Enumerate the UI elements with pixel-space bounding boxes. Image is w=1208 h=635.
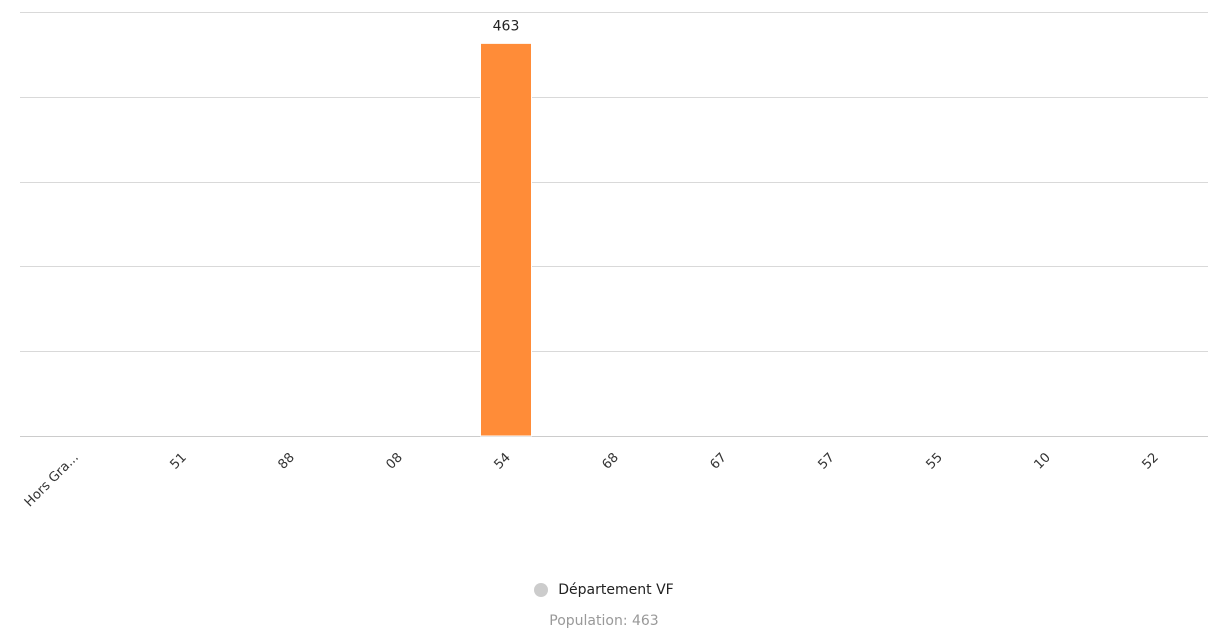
x-tick-label: 54 <box>492 450 514 472</box>
x-tick-label: 08 <box>384 450 406 472</box>
bar-54[interactable] <box>480 42 532 437</box>
bar-chart: 463 Hors Gra... 51 88 08 54 68 67 57 55 10 52 <box>20 12 1208 510</box>
x-tick-label: 52 <box>1140 450 1162 472</box>
gridlines <box>20 12 1208 437</box>
x-tick-label: 51 <box>168 450 190 472</box>
legend-dot-icon <box>534 583 549 597</box>
x-tick-label: 88 <box>276 450 298 472</box>
data-label: 463 <box>493 18 520 34</box>
x-tick-label: 68 <box>600 450 622 472</box>
legend-sub-label: Population: 463 <box>549 613 659 629</box>
x-axis-ticks: Hors Gra... 51 88 08 54 68 67 57 55 10 52 <box>22 450 1162 510</box>
legend-label: Département VF <box>558 582 674 598</box>
x-tick-label: 57 <box>816 450 838 472</box>
x-tick-label: 67 <box>708 450 730 472</box>
legend[interactable]: Département VF <box>0 582 1208 598</box>
x-tick-label: Hors Gra... <box>22 450 82 510</box>
data-labels: 463 <box>493 18 520 34</box>
x-tick-label: 55 <box>924 450 946 472</box>
bars <box>480 42 532 437</box>
x-tick-label: 10 <box>1032 450 1054 472</box>
